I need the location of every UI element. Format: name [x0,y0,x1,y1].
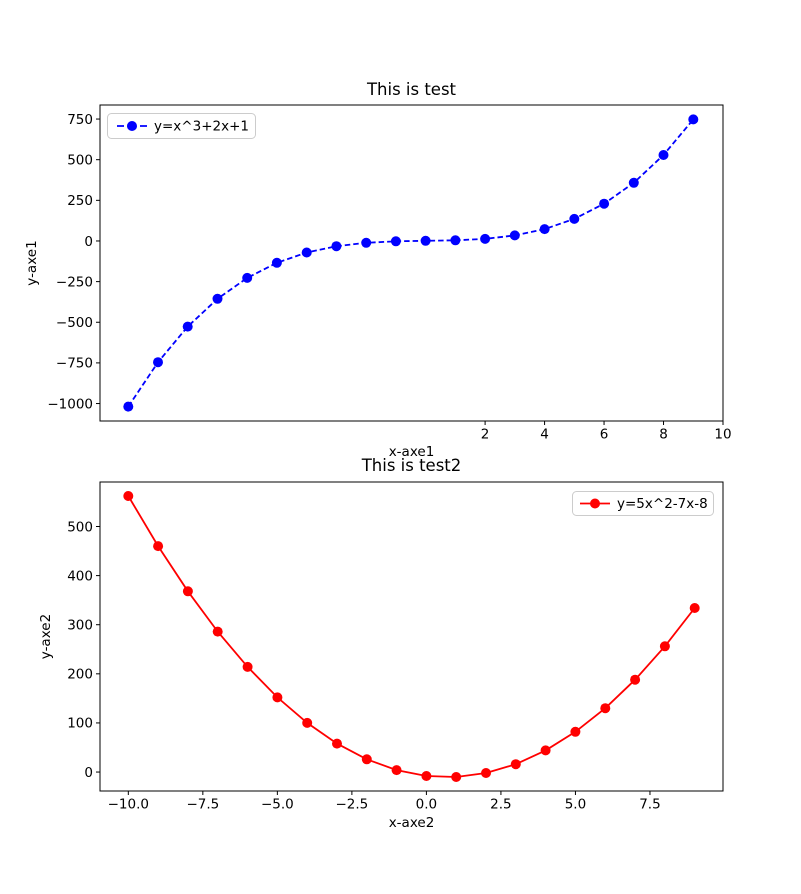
data-point-marker [570,726,581,737]
data-point-marker [182,321,193,332]
x-tick-label: 6 [600,427,609,443]
y-tick-label: 500 [67,519,93,535]
data-point-marker [658,150,669,160]
data-point-marker [332,738,342,749]
data-point-marker [182,586,193,597]
x-tick-label: 2.5 [490,797,511,813]
subplot2-axes: −10.0 −7.5 −5.0 −2.5 0.0 2.5 5.0 7.5 0 100 200 300 4… [67,481,724,813]
x-tick-label: −2.5 [335,797,368,813]
x-tick-label: −5.0 [261,797,294,813]
x-tick-label: 8 [659,427,668,443]
axes-frame [99,481,724,792]
y-tick-label: 300 [67,618,93,634]
data-point-marker [689,603,700,613]
data-point-marker [659,641,670,652]
y-tick-label: 250 [67,193,93,209]
y-tick-label: −250 [56,274,93,290]
x-tick-label: 5.0 [565,797,586,813]
data-point-marker [390,236,401,247]
data-point-marker [391,765,402,776]
subplot1-title: This is test [366,80,457,99]
data-point-marker [153,357,163,368]
data-point-marker [451,772,462,782]
subplot2-title: This is test2 [361,456,462,475]
subplot1-legend-marker-icon [127,121,137,131]
data-point-marker [688,114,699,125]
data-point-marker [242,272,253,283]
y-tick-label: 500 [67,152,93,168]
subplot1-ylabel: y-axe1 [24,240,40,285]
data-point-marker [212,626,223,637]
subplot2-legend-label: y=5x^2-7x-8 [617,496,708,512]
data-point-marker [361,237,372,248]
data-point-marker [212,293,223,304]
x-tick-label: −7.5 [186,797,219,813]
series-line [127,495,696,778]
data-point-marker [539,224,550,235]
subplot1-legend-frame [107,113,256,139]
data-point-marker [628,177,639,188]
subplot1-legend: y=x^3+2x+1 [107,113,256,139]
x-tick-label: 10 [714,427,731,443]
data-point-marker [421,771,432,781]
data-point-marker [271,257,282,268]
subplot2-legend-frame [572,491,714,516]
data-point-marker [450,235,461,246]
axes-frame [99,104,724,422]
data-point-marker [599,198,610,209]
subplot1-legend-label: y=x^3+2x+1 [154,119,249,135]
data-point-marker [569,213,580,224]
y-tick-label: 100 [67,716,93,732]
subplot2-legend: y=5x^2-7x-8 [572,491,714,516]
y-tick-label: 0 [84,234,93,250]
data-point-marker [123,491,134,501]
subplot2-ylabel: y-axe2 [38,614,54,659]
y-tick-label: −750 [56,356,93,372]
subplot1-xlabel: x-axe1 [389,444,435,460]
data-point-marker [630,674,641,685]
data-point-marker [331,241,342,252]
data-point-marker [272,692,283,703]
data-point-marker [509,230,520,241]
data-point-marker [361,754,372,765]
y-tick-label: −1000 [47,396,93,412]
data-point-marker [600,703,611,714]
x-tick-label: 7.5 [639,797,660,813]
subplot2-legend-marker-icon [590,498,600,509]
x-tick-label: −10.0 [108,797,149,813]
data-point-marker [420,235,431,246]
subplot1-axes: 2 4 6 8 10 750 500 250 0 −250 −500 −750 −1000 [47,104,732,443]
y-tick-label: 0 [84,765,93,781]
data-point-marker [481,768,491,778]
y-tick-label: −500 [56,315,93,331]
data-point-marker [301,247,312,258]
subplot2-xlabel: x-axe2 [389,815,435,831]
data-point-marker [153,541,164,552]
x-tick-label: 2 [481,427,490,443]
y-tick-label: 750 [67,112,93,128]
y-tick-label: 200 [67,667,93,683]
data-point-marker [302,717,313,728]
data-point-marker [480,233,491,244]
data-point-marker [242,661,253,672]
y-tick-label: 400 [67,568,93,584]
series-line [127,118,694,408]
data-point-marker [510,759,521,770]
x-tick-label: 0.0 [416,797,437,813]
data-point-marker [540,745,551,756]
x-tick-label: 4 [540,427,549,443]
data-point-marker [123,401,134,412]
